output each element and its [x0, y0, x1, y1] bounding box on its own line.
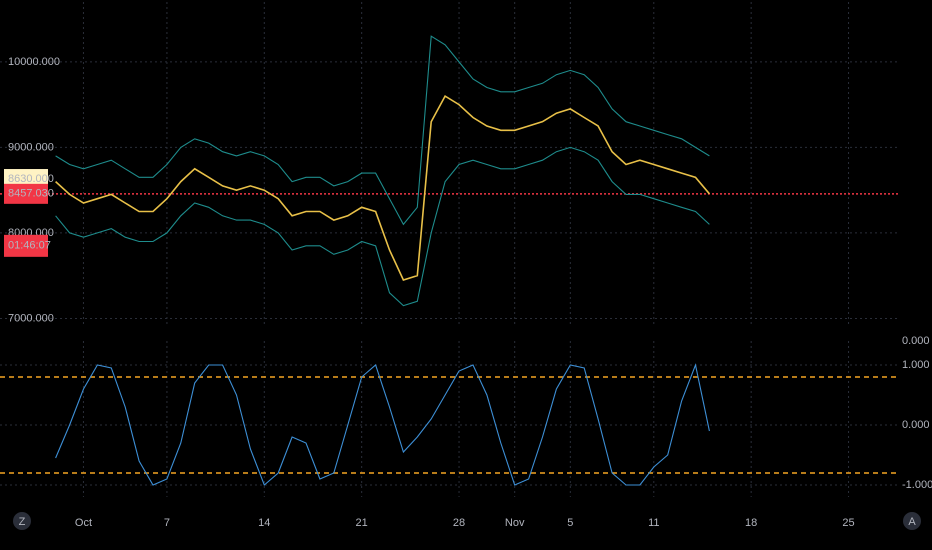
y-tick-label: -1.000	[902, 479, 932, 491]
series-line	[55, 146, 710, 307]
x-tick-label: 11	[648, 517, 659, 529]
y-tick-label: 7000.000	[8, 312, 54, 324]
price-label: 8630.000	[8, 173, 54, 185]
top-label: 0.000	[902, 335, 930, 347]
x-tick-label: Oct	[75, 517, 92, 529]
x-tick-label: 7	[164, 517, 170, 529]
x-tick-label: 21	[356, 517, 368, 529]
series-line	[55, 363, 710, 486]
x-tick-label: 18	[745, 517, 757, 529]
countdown: 01:46:07	[8, 240, 51, 252]
x-tick-label: 28	[453, 517, 465, 529]
series-line	[55, 35, 710, 226]
x-tick-label: 14	[258, 517, 270, 529]
price-label-box	[4, 183, 48, 204]
x-tick-label: 25	[842, 517, 854, 529]
control-label[interactable]: Z	[19, 516, 26, 528]
control-button[interactable]	[903, 512, 921, 530]
y-tick-label: 0.000	[902, 419, 930, 431]
price-label: 8457.030	[8, 188, 54, 200]
x-tick-label: Nov	[505, 517, 525, 529]
y-tick-label: 10000.000	[8, 56, 60, 68]
series-line	[55, 94, 711, 281]
countdown-box	[4, 234, 48, 257]
y-tick-label: 9000.000	[8, 141, 54, 153]
control-button[interactable]	[13, 512, 31, 530]
y-tick-label: 1.000	[902, 359, 930, 371]
x-tick-label: 5	[567, 517, 573, 529]
control-label[interactable]: A	[908, 516, 916, 528]
